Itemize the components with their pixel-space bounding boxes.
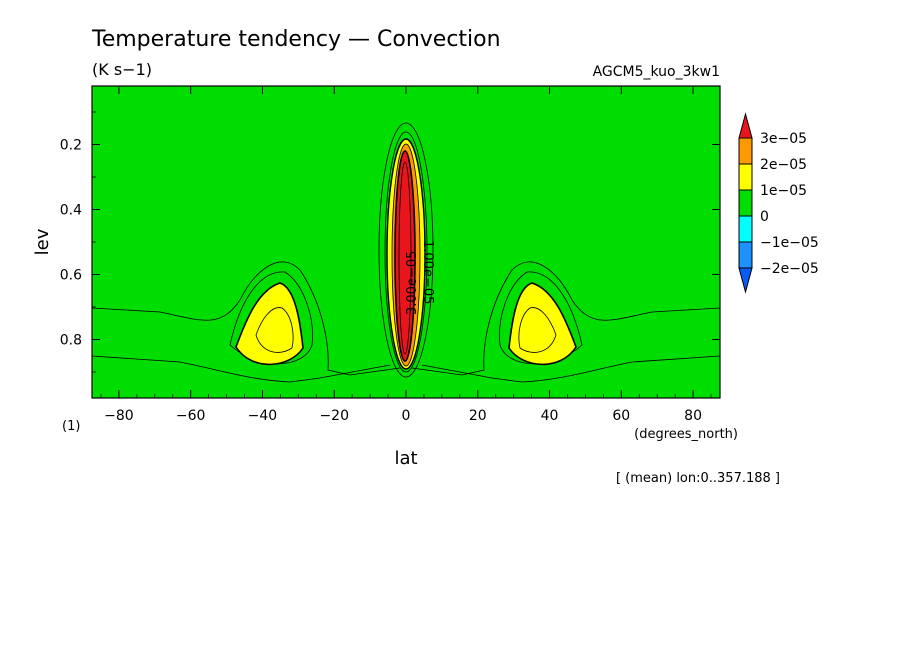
colorbar-swatch [738, 241, 753, 269]
colorbar-swatch [738, 163, 753, 191]
lobe-inner-contour [518, 307, 557, 353]
x-axis-label: lat [394, 448, 417, 469]
colorbar-label: 0 [760, 209, 769, 225]
y-tick-label: 0.8 [60, 333, 82, 349]
y-tick-label: 0.4 [60, 203, 82, 219]
core-contour-2 [384, 131, 428, 373]
x-tick-label: 60 [612, 408, 630, 424]
y-axis-units: (1) [62, 419, 80, 434]
x-tick-label: 20 [469, 408, 487, 424]
contour-line-outer [411, 261, 721, 376]
x-tick-label: −80 [104, 408, 134, 424]
x-axis-units: (degrees_north) [634, 427, 738, 442]
equatorial-core: 3.00e−05 1.00e−05 [378, 122, 435, 378]
colorbar-label: 2e−05 [760, 157, 807, 173]
contour-label-outer: 1.00e−05 [420, 240, 435, 304]
x-tick-label: 40 [541, 408, 559, 424]
northern-lobe [411, 261, 721, 383]
footnote: [ (mean) lon:0..357.188 ] [616, 471, 780, 486]
run-label: AGCM5_kuo_3kw1 [593, 64, 720, 80]
y-axis-label: lev [32, 228, 53, 255]
lobe-fill [235, 282, 304, 366]
y-tick-label: 0.6 [60, 268, 82, 284]
x-tick-label: 80 [684, 408, 702, 424]
contour-line-outer-2 [421, 355, 721, 383]
colorbar-top-arrow [738, 112, 753, 139]
x-tick-label: 0 [402, 408, 411, 424]
core-inner-contour [398, 161, 412, 355]
colorbar-swatch [738, 189, 753, 217]
core-contour-outer [378, 122, 434, 378]
colorbar-bottom-arrow [738, 267, 753, 294]
y-axis: 0.2 0.4 0.6 0.8 [60, 111, 720, 373]
colorbar-label: 1e−05 [760, 183, 807, 199]
contour-line-outer-2 [91, 355, 391, 383]
colorbar-label: −1e−05 [760, 235, 819, 251]
units-label: (K s−1) [92, 60, 152, 79]
contour-label-inner: 3.00e−05 [405, 251, 420, 315]
plot-area: 3.00e−05 1.00e−05 [91, 85, 721, 399]
chart-title: Temperature tendency — Convection [91, 27, 501, 52]
x-axis: −80 −60 −40 −20 0 20 40 60 80 [100, 86, 712, 424]
x-tick-label: −60 [176, 408, 206, 424]
colorbar-swatch [738, 137, 753, 165]
x-tick-label: −20 [319, 408, 349, 424]
colorbar-swatch [738, 215, 753, 243]
x-tick-label: −40 [248, 408, 278, 424]
colorbar-label: −2e−05 [760, 261, 819, 277]
colorbar-label: 3e−05 [760, 131, 807, 147]
colorbar: 3e−05 2e−05 1e−05 0 −1e−05 −2e−05 [738, 112, 819, 294]
lobe-inner-contour [255, 307, 294, 353]
contour-line-outer [91, 261, 401, 376]
lobe-fill [508, 282, 577, 366]
y-tick-label: 0.2 [60, 138, 82, 154]
southern-lobe [91, 261, 401, 383]
